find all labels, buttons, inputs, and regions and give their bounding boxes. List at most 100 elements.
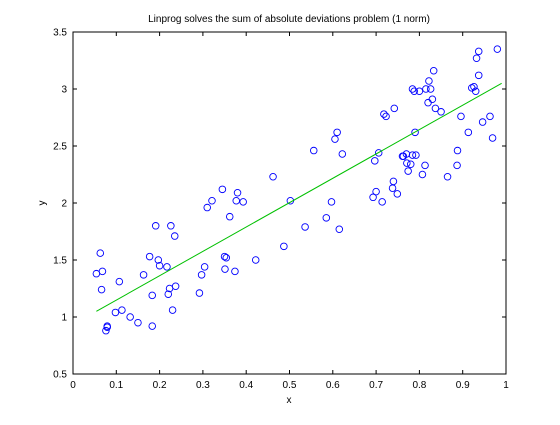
- data-point: [372, 187, 380, 196]
- data-point: [155, 261, 164, 270]
- data-point: [96, 249, 105, 257]
- y-tick-label: 1.5: [53, 256, 67, 267]
- data-point: [167, 222, 175, 230]
- x-tick-label: 0.4: [239, 380, 253, 391]
- data-point: [92, 269, 101, 278]
- x-tick-label: 0.8: [412, 380, 426, 391]
- data-point: [406, 160, 415, 168]
- data-point: [338, 150, 347, 158]
- data-point: [403, 159, 411, 167]
- data-point: [404, 167, 412, 175]
- data-point: [327, 198, 336, 206]
- data-point: [218, 185, 227, 194]
- data-point: [333, 128, 341, 137]
- data-point: [164, 290, 173, 298]
- x-tick-label: 1: [503, 380, 509, 391]
- data-point: [239, 198, 247, 206]
- data-point: [369, 193, 377, 202]
- data-point: [231, 267, 239, 276]
- data-point: [154, 256, 163, 264]
- data-point: [134, 318, 142, 327]
- data-point: [486, 112, 494, 121]
- data-point: [443, 173, 452, 181]
- data-point: [493, 45, 502, 53]
- data-point: [425, 77, 433, 85]
- data-point: [426, 85, 435, 93]
- data-point: [200, 263, 209, 271]
- data-point: [437, 108, 445, 116]
- data-point: [221, 265, 229, 273]
- x-tick-label: 0: [70, 380, 76, 391]
- y-tick-label: 2.5: [53, 142, 67, 153]
- data-point: [111, 308, 120, 317]
- data-point: [301, 223, 309, 231]
- data-point: [168, 306, 177, 314]
- data-point: [412, 151, 420, 159]
- x-tick-label: 0.3: [196, 380, 210, 391]
- data-point: [195, 289, 204, 297]
- data-point: [488, 134, 497, 142]
- data-point: [203, 203, 211, 212]
- data-point: [471, 87, 480, 96]
- data-point: [418, 170, 427, 179]
- data-point: [424, 98, 432, 107]
- data-point: [408, 85, 417, 93]
- data-point: [232, 196, 240, 205]
- data-point: [422, 85, 430, 93]
- data-point: [269, 173, 277, 181]
- axis-ticks: 0 0.1 0.2 0.3 0.4 0.5 0.6 0.7 0.8 0.9 1 0.5 1 1.5 2 2.5…: [53, 28, 509, 392]
- data-point: [98, 267, 107, 276]
- data-point: [151, 222, 160, 230]
- data-point: [382, 112, 390, 121]
- data-point: [208, 196, 216, 205]
- data-point: [380, 110, 388, 118]
- data-point: [233, 188, 242, 197]
- data-point: [428, 95, 437, 104]
- data-point: [410, 87, 418, 96]
- y-tick-label: 0.5: [53, 370, 67, 381]
- data-point: [163, 263, 171, 271]
- data-point: [453, 146, 462, 155]
- data-point: [472, 54, 481, 62]
- data-point: [280, 242, 288, 251]
- data-point: [126, 313, 134, 321]
- data-point: [371, 157, 379, 165]
- plot-marks: [92, 45, 502, 335]
- data-point: [421, 161, 429, 170]
- x-tick-label: 0.5: [283, 380, 297, 391]
- data-point: [431, 104, 440, 113]
- data-point: [457, 112, 465, 121]
- data-point: [390, 104, 399, 113]
- x-tick-label: 0.7: [369, 380, 383, 391]
- y-tick-label: 2: [61, 199, 67, 210]
- fit-line: [96, 82, 502, 312]
- chart-title: Linprog solves the sum of absolute devia…: [148, 14, 430, 25]
- data-point: [171, 232, 179, 240]
- y-tick-label: 3.5: [53, 28, 67, 39]
- data-point: [139, 271, 148, 279]
- data-point: [103, 323, 111, 332]
- data-point: [309, 146, 318, 155]
- data-point: [322, 214, 331, 222]
- data-point: [115, 277, 124, 286]
- data-point: [411, 128, 419, 137]
- y-tick-label: 1: [61, 313, 67, 324]
- data-point: [335, 225, 344, 233]
- data-point: [474, 47, 483, 56]
- data-point: [470, 82, 478, 91]
- data-point: [145, 252, 154, 261]
- data-point: [97, 285, 106, 294]
- x-tick-label: 0.2: [153, 380, 167, 391]
- data-point: [251, 256, 260, 264]
- data-point: [474, 71, 483, 80]
- data-point: [118, 306, 126, 314]
- data-point: [374, 149, 383, 157]
- data-point: [171, 282, 180, 290]
- data-point: [388, 184, 397, 192]
- data-point: [464, 128, 473, 137]
- y-tick-label: 3: [61, 85, 67, 96]
- data-point: [148, 291, 156, 300]
- x-tick-label: 0.1: [109, 380, 123, 391]
